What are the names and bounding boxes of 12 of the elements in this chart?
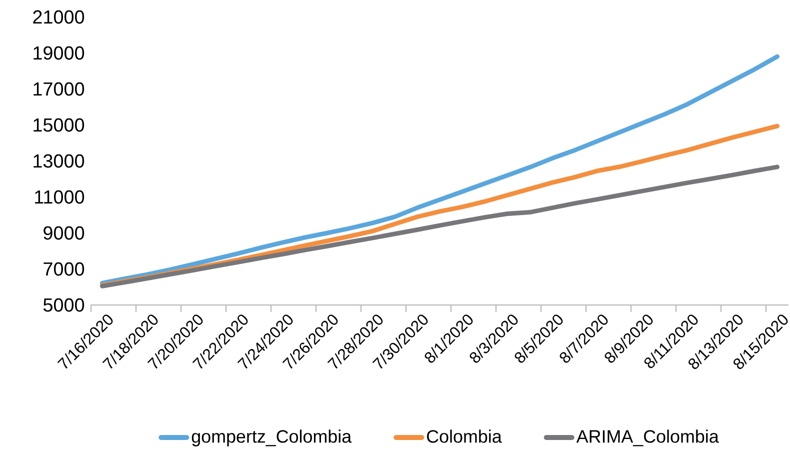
y-tick-label: 9000 <box>44 226 84 240</box>
y-tick-label: 13000 <box>34 154 84 168</box>
y-tick-label: 19000 <box>34 46 84 60</box>
legend-label: Colombia <box>427 430 502 443</box>
y-tick-label: 11000 <box>35 190 84 204</box>
legend-label: ARIMA_Colombia <box>576 430 719 446</box>
y-tick-label: 5000 <box>43 298 84 312</box>
legend-label: gompertz_Colombia <box>192 430 352 446</box>
y-tick-label: 21000 <box>33 10 84 24</box>
y-tick-label: 17000 <box>34 82 84 96</box>
y-tick-label: 15000 <box>34 118 84 132</box>
y-tick-label: 7000 <box>44 262 84 276</box>
